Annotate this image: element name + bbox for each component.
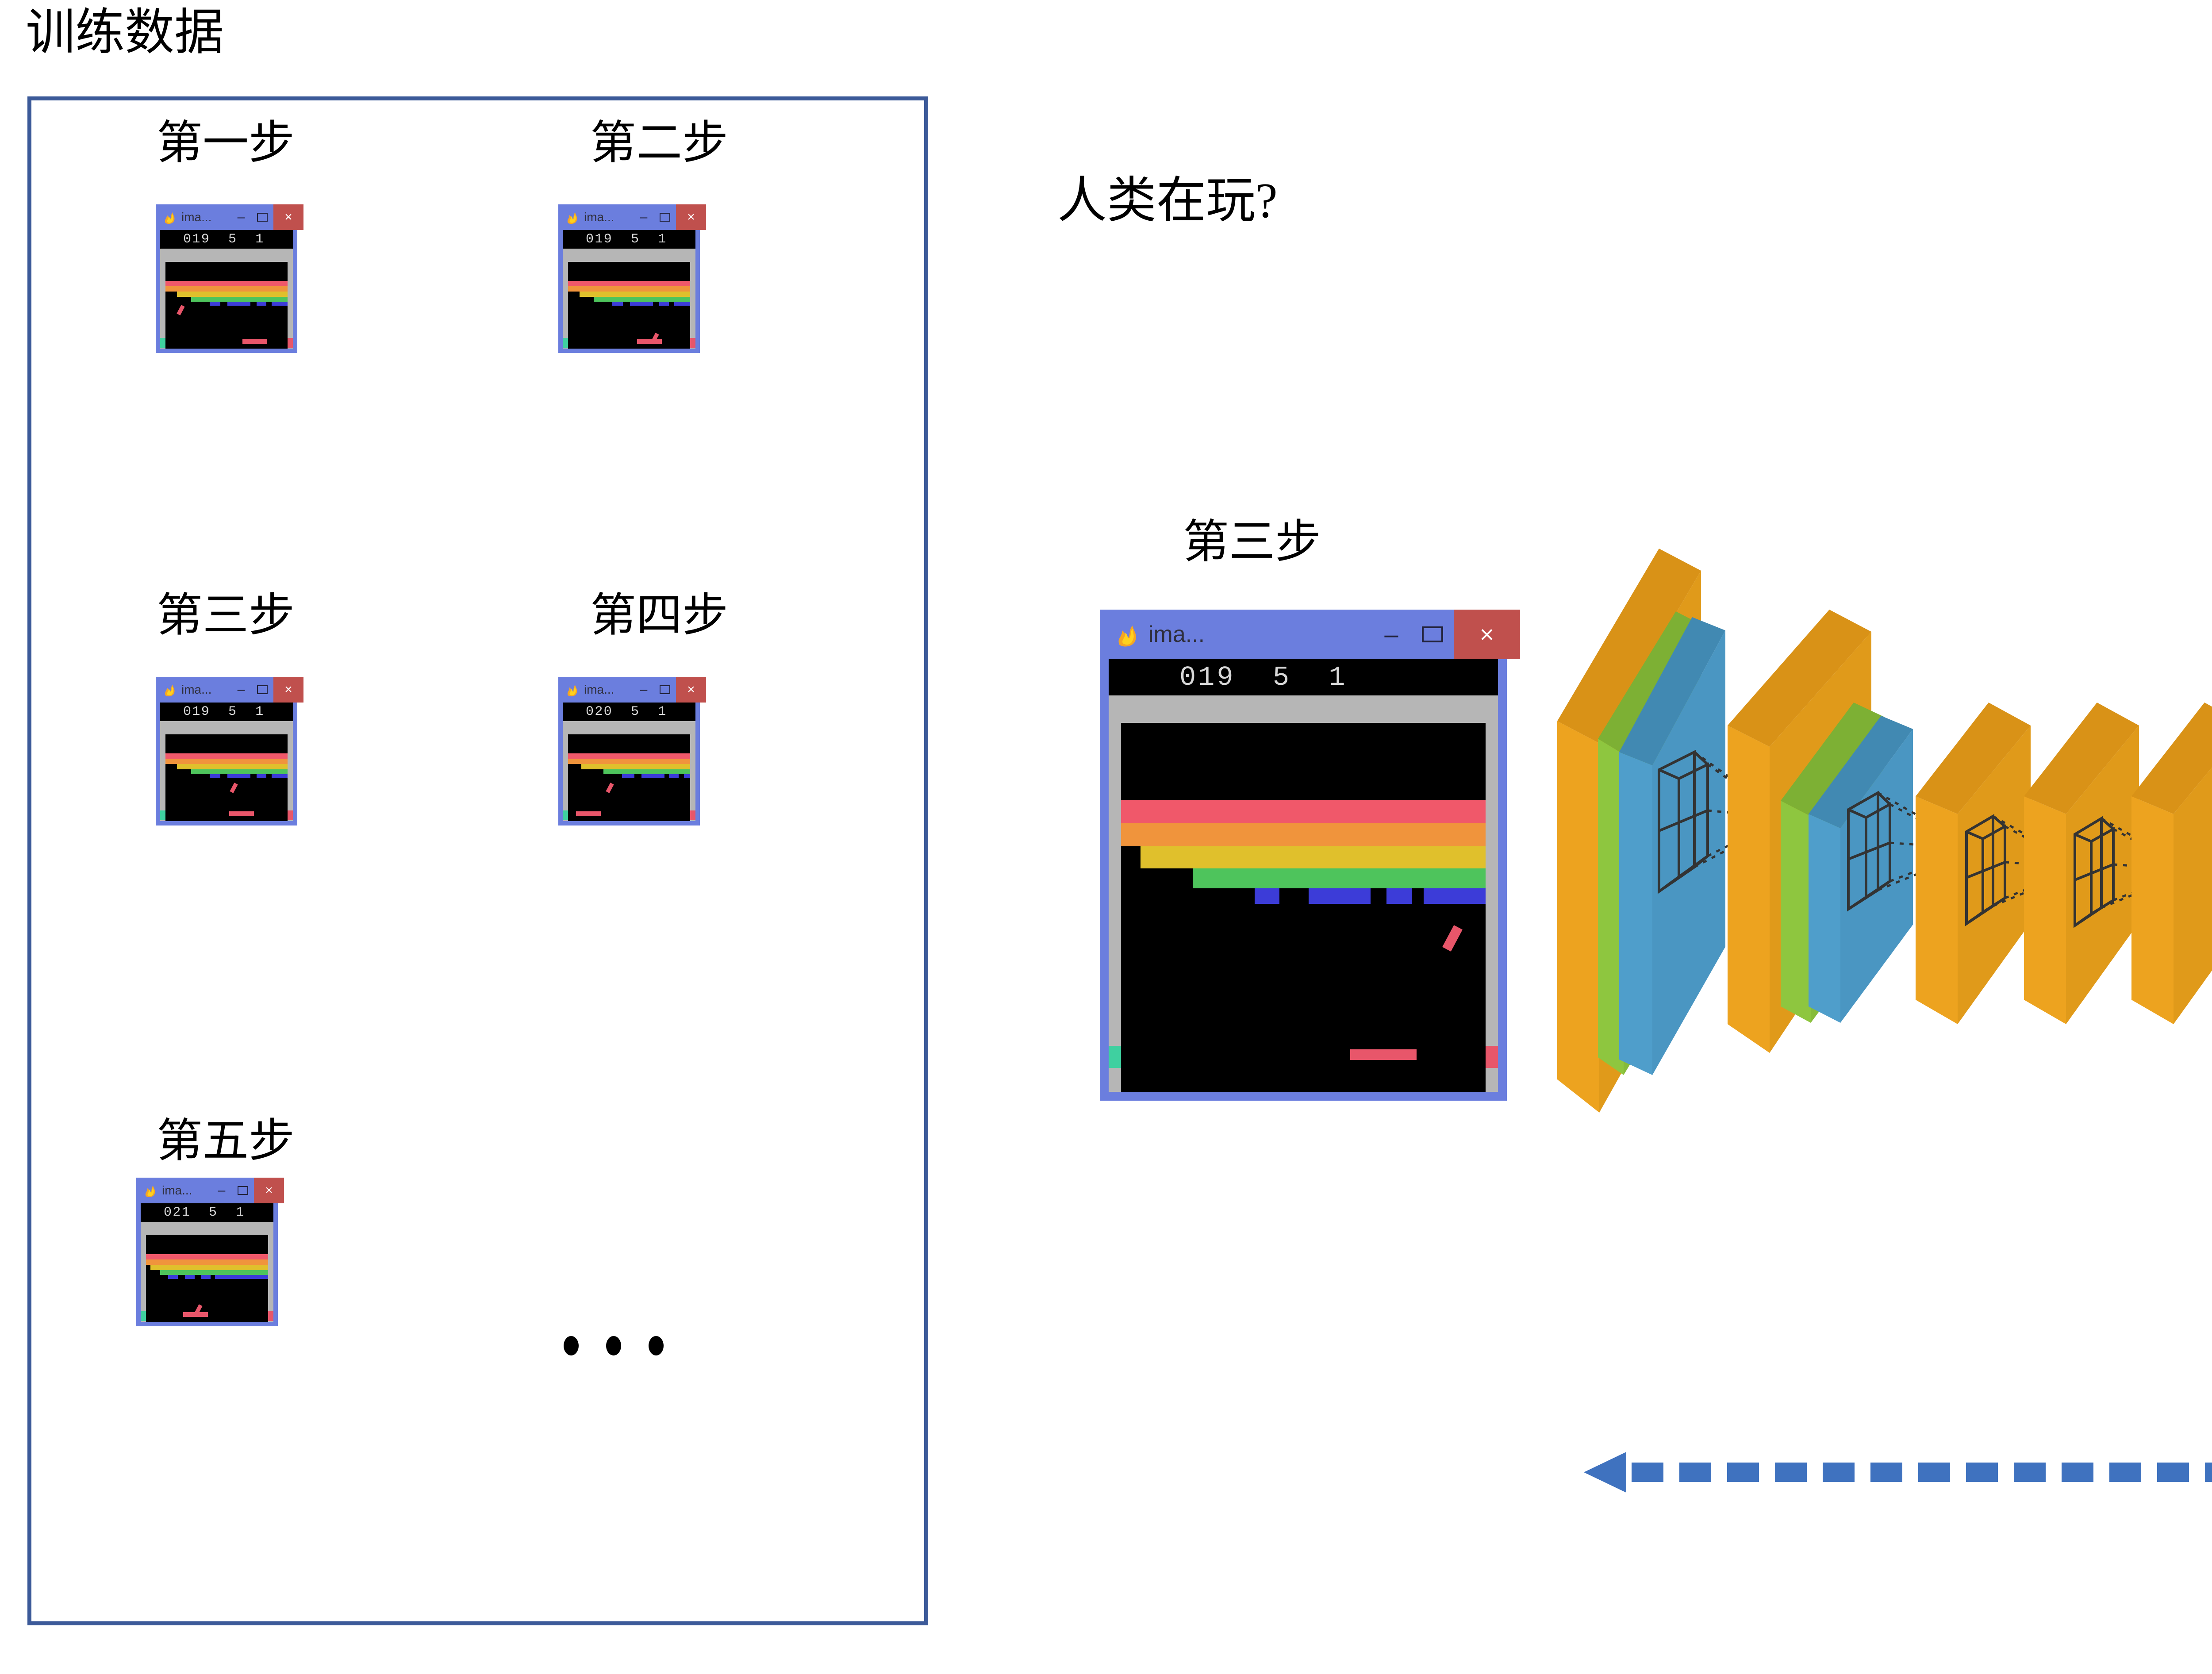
dot-1 [564, 1336, 579, 1355]
window-title: ima... [162, 1183, 192, 1197]
maximize-button[interactable] [251, 204, 273, 230]
dot-2 [606, 1336, 621, 1355]
flame-icon [565, 682, 580, 697]
step-caption-3: 第三步 [156, 590, 295, 641]
atari-paddle-featured [1350, 1049, 1417, 1060]
human-playing-question: 人类在玩? [1057, 173, 1278, 228]
close-button[interactable]: × [273, 204, 303, 230]
minimize-button[interactable]: – [640, 210, 648, 224]
flame-icon [162, 682, 177, 697]
backprop-arrow [1584, 1447, 2212, 1500]
atari-score-4: 020 5 1 [586, 704, 667, 719]
maximize-button[interactable] [654, 204, 676, 230]
maximize-button[interactable] [232, 1178, 254, 1203]
atari-paddle-3 [229, 811, 254, 817]
flame-icon [142, 1183, 157, 1198]
window-title: ima... [1148, 622, 1205, 647]
maximize-button[interactable] [251, 677, 273, 703]
featured-step-caption: 第三步 [1183, 517, 1321, 568]
close-button[interactable]: × [676, 677, 706, 703]
atari-score-5: 021 5 1 [164, 1205, 245, 1220]
atari-paddle-5 [183, 1312, 208, 1317]
window-title: ima... [584, 210, 614, 224]
layer-conv-4-orange [2024, 703, 2139, 1024]
atari-score-1: 019 5 1 [183, 232, 265, 247]
maximize-button[interactable] [654, 677, 676, 703]
flame-icon [162, 210, 177, 225]
step-caption-4: 第四步 [590, 590, 728, 641]
minimize-button[interactable]: – [237, 682, 245, 697]
minimize-button[interactable]: – [1384, 620, 1398, 648]
atari-paddle-1 [242, 339, 267, 344]
atari-score-2: 019 5 1 [586, 232, 667, 247]
flame-icon [565, 210, 580, 225]
atari-ball-3 [230, 782, 238, 793]
layer-conv-3-orange [1916, 703, 2031, 1024]
close-button[interactable]: × [254, 1178, 284, 1203]
minimize-button[interactable]: – [640, 682, 648, 697]
minimize-button[interactable]: – [237, 210, 245, 224]
arrow-head-left [1584, 1452, 1626, 1493]
atari-window-step-3[interactable]: ima... – × 019 5 1 [156, 677, 303, 825]
atari-ball-4 [606, 782, 614, 793]
atari-window-step-2[interactable]: ima... – × 019 5 1 [558, 204, 706, 353]
maximize-button[interactable] [1411, 610, 1454, 659]
atari-score-featured: 019 5 1 [1179, 661, 1348, 693]
close-button[interactable]: × [273, 677, 303, 703]
close-button[interactable]: × [1454, 610, 1520, 659]
window-title: ima... [181, 683, 212, 696]
step-caption-1: 第一步 [156, 118, 295, 169]
atari-window-step-1[interactable]: ima... – × 019 5 1 [156, 204, 303, 353]
ellipsis-dots [564, 1336, 664, 1355]
step-caption-2: 第二步 [590, 118, 728, 169]
layer-conv-5-orange [2131, 703, 2212, 1024]
atari-score-3: 019 5 1 [183, 704, 265, 719]
flame-icon [1113, 621, 1141, 648]
atari-ball-featured [1442, 925, 1463, 952]
dot-3 [649, 1336, 664, 1355]
window-title: ima... [584, 683, 614, 696]
atari-ball-1 [177, 305, 185, 315]
atari-paddle-2 [637, 339, 662, 344]
window-title: ima... [181, 210, 212, 224]
page-title: 训练数据 [26, 5, 224, 60]
neural-network-diagram [1548, 531, 2212, 1128]
atari-paddle-4 [576, 811, 601, 817]
dashed-segments [1632, 1463, 2212, 1482]
close-button[interactable]: × [676, 204, 706, 230]
atari-window-featured[interactable]: ima... – × 019 5 1 [1100, 610, 1520, 1101]
atari-window-step-5[interactable]: ima... – × 021 5 1 [136, 1178, 284, 1326]
layer-conv-1-blue [1619, 617, 1725, 1075]
step-caption-5: 第五步 [156, 1116, 295, 1167]
atari-window-step-4[interactable]: ima... – × 020 5 1 [558, 677, 706, 825]
minimize-button[interactable]: – [218, 1183, 226, 1198]
